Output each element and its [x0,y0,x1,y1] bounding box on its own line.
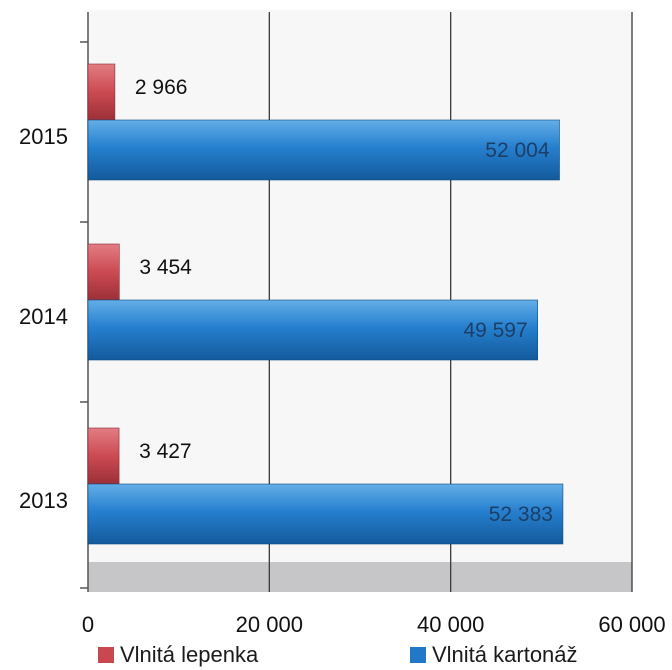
bar-lepenka-2015 [87,63,116,121]
bar-lepenka-2014 [87,243,120,301]
category-label-2015: 2015 [19,124,68,149]
legend-swatch-kartonaz [410,647,426,663]
x-tick-label: 40 000 [417,612,484,637]
category-label-2013: 2013 [19,488,68,513]
data-label-kartonaz-2014: 49 597 [463,319,527,342]
bar-chart: 0 20 000 40 000 60 000 2 966 52 004 2015 3 454 4… [19,10,666,637]
data-label-lepenka-2014: 3 454 [139,256,192,279]
category-label-2014: 2014 [19,304,68,329]
data-label-lepenka-2013: 3 427 [139,440,192,463]
data-label-kartonaz-2013: 52 383 [489,503,553,526]
bar-kartonaz-2015 [87,119,560,181]
x-tick-label: 0 [82,612,94,637]
legend-swatch-lepenka [98,647,114,663]
chart-floor [88,562,632,592]
x-tick-label: 20 000 [236,612,303,637]
data-label-lepenka-2015: 2 966 [135,76,188,99]
legend-item-lepenka: Vlnitá lepenka [98,640,258,670]
bar-kartonaz-2014 [87,299,538,361]
legend-label-kartonaz: Vlnitá kartonáž [432,642,578,667]
legend-label-lepenka: Vlnitá lepenka [120,642,259,667]
x-tick-label: 60 000 [598,612,665,637]
data-label-kartonaz-2015: 52 004 [485,139,550,162]
bar-kartonaz-2013 [87,483,564,545]
legend-item-kartonaz: Vlnitá kartonáž [410,640,578,670]
bar-lepenka-2013 [87,427,120,485]
